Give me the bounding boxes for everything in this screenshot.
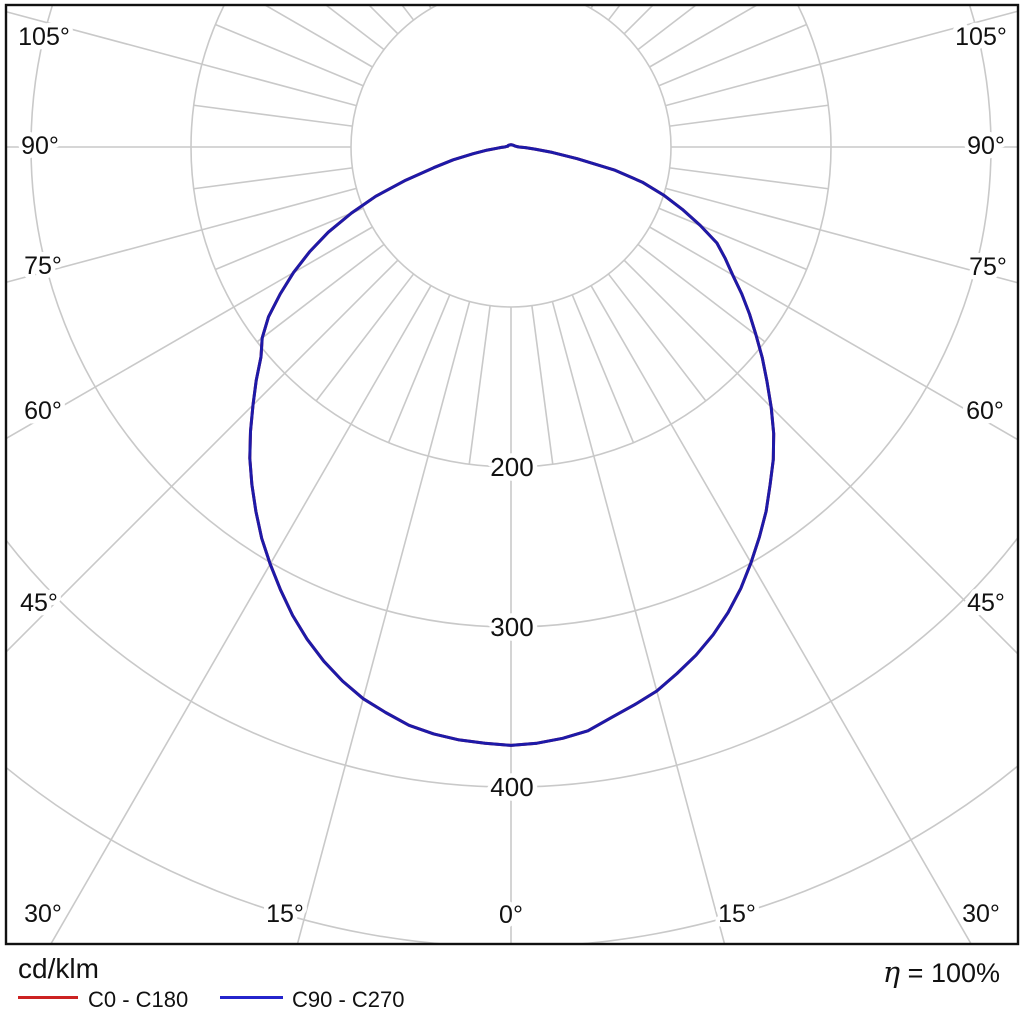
angle-tick-label: 90° <box>21 132 59 160</box>
angle-tick-label: 30° <box>962 900 1000 928</box>
angle-tick-label: 15° <box>718 900 756 928</box>
angle-tick-label: 75° <box>24 252 62 280</box>
angle-tick-label: 30° <box>24 900 62 928</box>
eta-symbol: η <box>882 955 901 989</box>
angle-tick-label: 0° <box>499 901 523 929</box>
angle-tick-label: 60° <box>24 397 62 425</box>
efficiency-readout: η = 100% <box>883 955 1000 989</box>
legend-swatch-c0-c180 <box>18 996 78 999</box>
angle-tick-label: 60° <box>966 397 1004 425</box>
radial-tick-label: 300 <box>490 612 533 642</box>
angle-tick-label: 90° <box>967 132 1005 160</box>
angle-tick-label: 105° <box>18 23 70 51</box>
efficiency-value: = 100% <box>900 958 1000 988</box>
legend-swatch-c90-c270 <box>220 996 283 999</box>
legend-label-c90-c270: C90 - C270 <box>292 987 405 1012</box>
angle-tick-label: 75° <box>969 253 1007 281</box>
angle-tick-label: 15° <box>266 900 304 928</box>
plot-border <box>4 3 1020 946</box>
radial-tick-label: 400 <box>490 772 533 802</box>
radial-tick-label: 200 <box>490 452 533 482</box>
angle-tick-label: 45° <box>20 589 58 617</box>
units-label: cd/klm <box>18 953 99 984</box>
angle-tick-label: 45° <box>967 589 1005 617</box>
legend-label-c0-c180: C0 - C180 <box>88 987 189 1012</box>
curve-c90-c270 <box>248 143 776 747</box>
angle-tick-label: 105° <box>955 23 1007 51</box>
